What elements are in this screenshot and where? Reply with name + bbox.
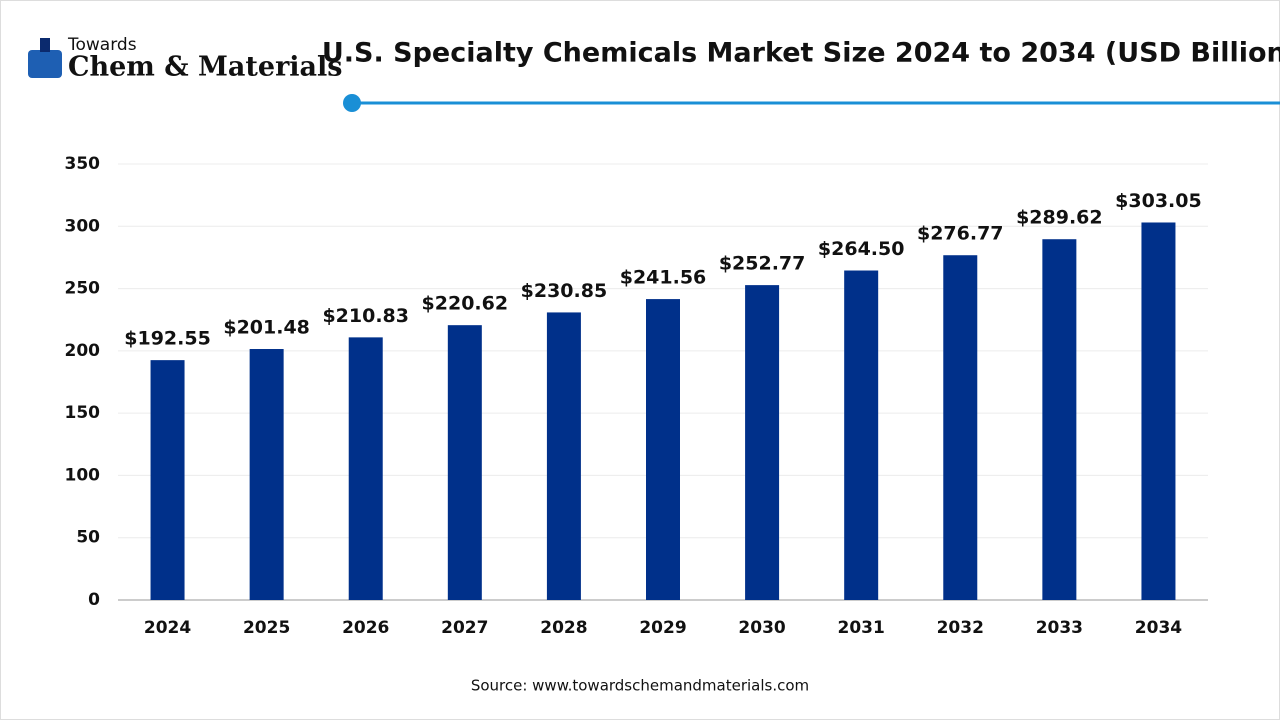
x-tick-label: 2033: [1036, 618, 1083, 638]
y-tick-label: 200: [65, 341, 101, 361]
value-label: $252.77: [719, 253, 806, 275]
y-tick-label: 150: [65, 403, 101, 423]
value-label: $289.62: [1016, 207, 1103, 229]
value-label: $230.85: [521, 280, 608, 302]
value-label: $201.48: [223, 317, 310, 339]
value-label: $303.05: [1115, 190, 1202, 212]
x-tick-label: 2031: [838, 618, 885, 638]
logo: Towards Chem & Materials: [28, 35, 343, 83]
bar: [844, 270, 879, 600]
bar: [1042, 239, 1077, 600]
y-tick-label: 350: [65, 154, 101, 174]
value-label: $241.56: [620, 267, 707, 289]
source: Source: www.towardschemandmaterials.com: [471, 677, 809, 695]
bar: [943, 255, 978, 600]
bar: [348, 337, 383, 600]
value-label: $220.62: [422, 293, 509, 315]
logo-top: Towards: [67, 35, 137, 55]
bar: [447, 325, 482, 600]
logo-icon: [40, 38, 50, 52]
x-tick-label: 2028: [540, 618, 587, 638]
x-tick-label: 2034: [1135, 618, 1182, 638]
value-label: $264.50: [818, 238, 905, 260]
y-tick-label: 50: [76, 528, 100, 548]
x-tick-label: 2026: [342, 618, 389, 638]
y-tick-label: 0: [88, 590, 100, 610]
bar: [249, 349, 284, 600]
chart-title: U.S. Specialty Chemicals Market Size 202…: [322, 38, 1280, 69]
y-tick-label: 300: [65, 216, 101, 236]
x-tick-label: 2032: [937, 618, 984, 638]
x-tick-label: 2025: [243, 618, 290, 638]
x-tick-label: 2027: [441, 618, 488, 638]
value-label: $192.55: [124, 328, 211, 350]
title-rule-dot: [343, 94, 361, 112]
value-label: $276.77: [917, 223, 1004, 245]
bar: [646, 299, 680, 600]
bar: [1141, 222, 1176, 601]
value-label: $210.83: [322, 305, 409, 327]
y-tick-label: 250: [65, 279, 101, 299]
logo-icon: [28, 50, 62, 78]
x-tick-label: 2029: [639, 618, 686, 638]
x-tick-label: 2024: [144, 618, 191, 638]
y-tick-label: 100: [65, 465, 101, 485]
bar: [745, 285, 780, 600]
x-tick-label: 2030: [738, 618, 785, 638]
logo-name: Chem & Materials: [68, 52, 343, 83]
bar: [150, 360, 185, 600]
bar: [546, 312, 581, 600]
